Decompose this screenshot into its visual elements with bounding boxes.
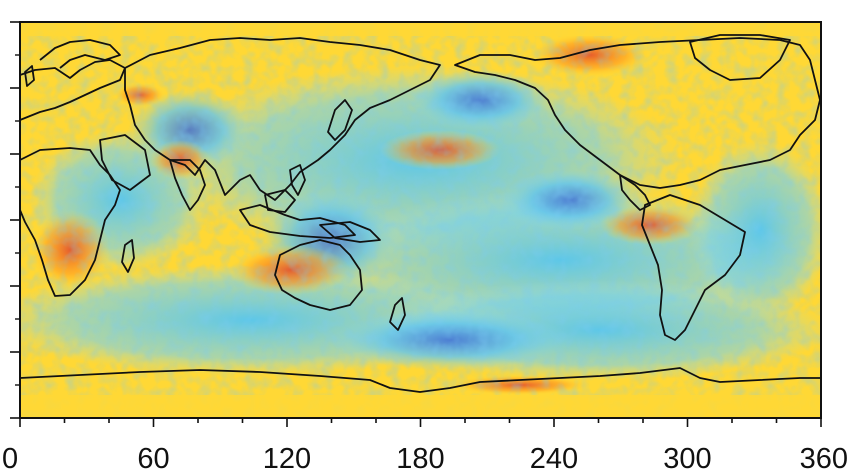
coastline-philippines	[289, 164, 306, 196]
coastline-australia	[274, 239, 363, 311]
coastline-borneo	[264, 189, 296, 213]
coastline-madagascar	[121, 239, 135, 273]
field-band	[20, 22, 821, 36]
data-field	[20, 22, 821, 418]
coastline-scandinavia	[39, 39, 121, 69]
y-axis	[10, 21, 20, 419]
coastline-uk	[24, 65, 35, 87]
x-tick-label: 300	[663, 443, 711, 475]
x-tick-label: 360	[800, 443, 848, 475]
x-tick-label: 120	[263, 443, 311, 475]
x-tick-label: 60	[137, 443, 169, 475]
coastline-africa	[20, 147, 121, 297]
coastline-japan	[327, 99, 353, 141]
x-tick-label: 180	[396, 443, 444, 475]
x-tick-label: 240	[530, 443, 578, 475]
coastline-indonesia	[239, 204, 356, 239]
coastline-europe	[20, 59, 126, 121]
coastline-antarctica	[20, 367, 821, 393]
coastline-india	[169, 159, 206, 211]
coastline-new-zealand	[389, 297, 406, 331]
x-tick-label: 0	[2, 443, 18, 475]
coastline-north-america	[454, 37, 821, 189]
field-band	[20, 395, 821, 418]
coastlines	[20, 34, 821, 393]
coastline-arabia	[99, 134, 151, 191]
field-texture	[20, 22, 821, 418]
coastline-south-america	[641, 194, 746, 341]
coastline-greenland	[689, 34, 791, 81]
coastline-new-guinea	[319, 221, 381, 243]
x-axis: 0 60 120 180 240 300 360	[2, 418, 848, 475]
